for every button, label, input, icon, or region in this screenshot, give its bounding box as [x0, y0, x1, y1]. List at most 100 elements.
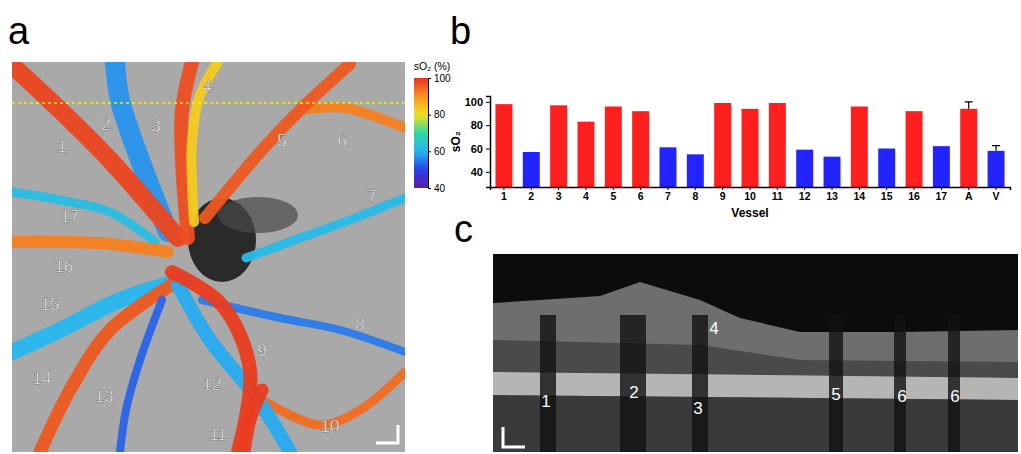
- tick: A: [965, 187, 973, 202]
- tick-label: 10: [744, 190, 756, 202]
- vessel: [12, 242, 168, 252]
- axis-line: [429, 79, 432, 189]
- bar: [577, 122, 594, 187]
- tick-label: 9: [720, 190, 726, 202]
- tick-mark: [428, 188, 431, 189]
- bar: [933, 146, 950, 187]
- x-axis: 1234567891011121314151617AV: [491, 187, 1011, 202]
- bar: [523, 152, 540, 187]
- tick-label: 7: [665, 190, 671, 202]
- x-axis-title: Vessel: [731, 206, 768, 220]
- tick-label: 3: [556, 190, 562, 202]
- tick: 11: [772, 187, 783, 202]
- tick: 100: [465, 96, 490, 108]
- figure: abc1234567891011121314151617406080100sO₂…: [0, 0, 1021, 454]
- tick-mark: [428, 78, 431, 79]
- tick-label: 80: [434, 109, 446, 120]
- vessel-label: 2: [101, 115, 110, 134]
- tick-label: 16: [908, 190, 920, 202]
- tick-label: 2: [528, 190, 534, 202]
- error-bar: [965, 102, 973, 109]
- vessel: [15, 68, 178, 238]
- tick: 9: [720, 187, 726, 202]
- tick-label: 100: [434, 73, 451, 84]
- optic-disc-shadow: [218, 197, 298, 233]
- vessel: [172, 272, 250, 452]
- vessel-label: 1: [541, 392, 550, 411]
- bar: [605, 107, 622, 188]
- tick-mark: [428, 151, 431, 152]
- tick-label: 100: [465, 96, 483, 108]
- tick: 5: [610, 187, 616, 202]
- tick: 40: [428, 183, 446, 194]
- vessel-shadow: [894, 315, 906, 452]
- vessel-label: 4: [202, 77, 211, 96]
- tick-label: 15: [881, 190, 893, 202]
- bar: [742, 109, 759, 187]
- bar: [632, 111, 649, 187]
- panel-label: b: [450, 10, 471, 52]
- bars: [495, 103, 1004, 187]
- bar: [878, 149, 895, 188]
- tick-label: A: [965, 190, 973, 202]
- vessel-shadow: [948, 315, 960, 452]
- bar: [960, 109, 977, 187]
- tick-mark: [486, 125, 490, 126]
- colorbar-title: sO₂ (%): [414, 60, 451, 72]
- tick-label: 4: [583, 190, 589, 202]
- tick: 80: [471, 119, 490, 131]
- tick-label: 40: [434, 183, 446, 194]
- vessel-label: 3: [151, 117, 160, 136]
- tick-label: 60: [471, 143, 483, 155]
- vessel-label: 15: [41, 295, 60, 314]
- tick-label: 6: [638, 190, 644, 202]
- retina-layer: [493, 282, 1018, 452]
- tick: 7: [665, 187, 671, 202]
- vessel-label: 17: [61, 207, 80, 226]
- tick-label: 60: [434, 146, 446, 157]
- tick-mark: [486, 172, 490, 173]
- bar: [714, 103, 731, 187]
- vessel-label: 13: [95, 387, 114, 406]
- tick: 3: [556, 187, 562, 202]
- vessels: [12, 62, 405, 452]
- tick-label: 13: [826, 190, 838, 202]
- tick-label: 1: [501, 190, 507, 202]
- vessel-label: 7: [367, 187, 376, 206]
- tick: 40: [471, 166, 490, 178]
- tick-label: 12: [799, 190, 811, 202]
- vessel-label: 11: [209, 425, 227, 444]
- tick-label: 8: [692, 190, 698, 202]
- tick-mark: [428, 115, 431, 116]
- vessel-shadow: [540, 315, 556, 452]
- vessel-label: 5: [831, 385, 840, 404]
- vessel-label: 6: [897, 387, 906, 406]
- oct-background: [493, 254, 1018, 452]
- tick-mark: [486, 149, 490, 150]
- error-bar: [992, 146, 1000, 151]
- colorbar: [414, 78, 428, 188]
- bar: [495, 104, 512, 187]
- vessel-label: 2: [629, 383, 638, 402]
- bar: [906, 111, 923, 187]
- tick: 60: [471, 143, 490, 155]
- tick-label: 5: [610, 190, 616, 202]
- vessel: [300, 107, 405, 128]
- tick-label: 14: [854, 190, 866, 202]
- retina-layer: [493, 395, 1018, 452]
- error-bars: [965, 102, 1000, 151]
- tick: 100: [428, 73, 451, 84]
- tick: 80: [428, 109, 446, 120]
- tick-mark: [486, 102, 490, 103]
- panel-label: a: [8, 10, 30, 52]
- tick-label: 40: [471, 166, 483, 178]
- tick-label: 80: [471, 119, 483, 131]
- vessel: [192, 62, 218, 222]
- panel-c: [493, 254, 1018, 452]
- tick: 60: [428, 146, 446, 157]
- tick: 13: [826, 187, 838, 202]
- bar: [769, 103, 786, 187]
- tick: 1: [501, 187, 507, 202]
- bar: [824, 157, 841, 187]
- bar: [660, 147, 677, 187]
